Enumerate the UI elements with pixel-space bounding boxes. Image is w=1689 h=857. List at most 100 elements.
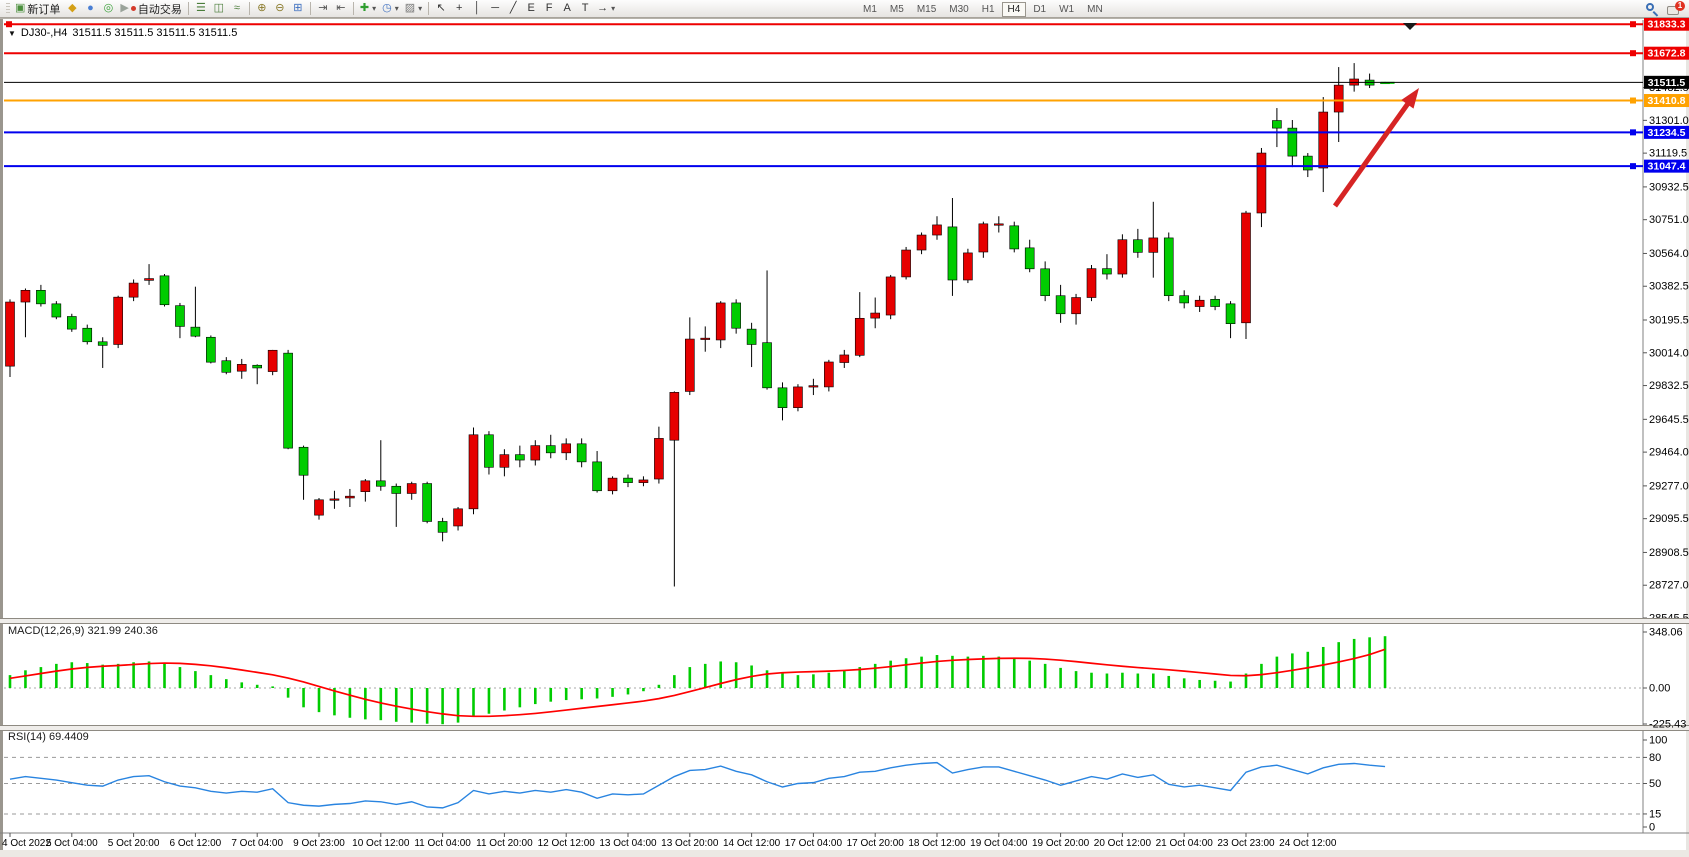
- candlestick-chart-icon: ◫: [213, 2, 225, 14]
- timeframe-m1-button[interactable]: M1: [863, 3, 877, 15]
- chevron-down-icon[interactable]: ▾: [418, 4, 423, 13]
- text-label-icon[interactable]: T: [576, 1, 594, 17]
- chart-shift-marker[interactable]: [1403, 23, 1417, 30]
- new-order-icon: ▣: [15, 2, 26, 14]
- zoom-in-icon[interactable]: ⊕: [253, 1, 271, 17]
- auto-scroll-icon[interactable]: ⇥: [314, 1, 332, 17]
- chevron-down-icon[interactable]: ▾: [394, 4, 399, 13]
- horizontal-line-icon: ─: [491, 2, 500, 14]
- rsi-name: RSI(14): [8, 731, 46, 743]
- svg-text:31301.0: 31301.0: [1649, 115, 1689, 127]
- crosshair-icon[interactable]: +: [450, 1, 468, 17]
- timeframe-m15-button[interactable]: M15: [916, 3, 937, 15]
- new-order-button[interactable]: ▣ 新订单: [12, 1, 63, 17]
- timeframe-mn-button[interactable]: MN: [1087, 3, 1103, 15]
- indicators-icon: ✚: [359, 2, 370, 14]
- panel-divider[interactable]: [0, 725, 1689, 731]
- zoom-out-icon: ⊖: [275, 2, 285, 14]
- hline-anchor[interactable]: [1630, 129, 1636, 136]
- hline-anchor[interactable]: [1630, 21, 1636, 28]
- timeframe-m30-button[interactable]: M30: [949, 3, 969, 15]
- text-icon: A: [563, 2, 571, 14]
- svg-text:100: 100: [1649, 735, 1667, 747]
- new-order-button-label: 新订单: [27, 3, 61, 16]
- hline-31511.5[interactable]: 31511.5: [4, 75, 1689, 89]
- horizontal-line-icon[interactable]: ─: [486, 1, 504, 17]
- hline-anchor[interactable]: [1630, 163, 1636, 170]
- chevron-down-icon[interactable]: ▾: [372, 4, 377, 13]
- svg-text:6 Oct 12:00: 6 Oct 12:00: [170, 838, 222, 849]
- chevron-down-icon[interactable]: ▾: [611, 4, 616, 13]
- svg-text:28727.0: 28727.0: [1649, 580, 1689, 592]
- templates-icon[interactable]: ▨ ▾: [402, 1, 425, 17]
- hline-31833.3[interactable]: 31833.3: [4, 17, 1689, 31]
- text-icon[interactable]: A: [558, 1, 576, 17]
- gold-gem-icon: ◆: [68, 2, 77, 14]
- arrows-icon[interactable]: → ▾: [594, 1, 618, 17]
- hline-31047.4[interactable]: 31047.4: [4, 159, 1689, 173]
- profile-icon[interactable]: ●: [81, 1, 99, 17]
- line-chart-icon[interactable]: ≈: [228, 1, 246, 17]
- chart-shift-icon[interactable]: ⇤: [332, 1, 350, 17]
- periods-icon[interactable]: ◷ ▾: [379, 1, 402, 17]
- window-left-border: [0, 18, 3, 857]
- macd-panel: 348.06 0.00 -225.43: [4, 626, 1686, 731]
- auto-scroll-icon: ⇥: [318, 2, 328, 14]
- hline-anchor[interactable]: [6, 21, 12, 28]
- gold-gem-icon[interactable]: ◆: [63, 1, 81, 17]
- svg-text:29277.0: 29277.0: [1649, 480, 1689, 492]
- zoom-out-icon[interactable]: ⊖: [271, 1, 289, 17]
- svg-text:30751.0: 30751.0: [1649, 214, 1689, 226]
- vertical-line-icon[interactable]: │: [468, 1, 486, 17]
- profile-icon: ●: [87, 2, 94, 14]
- equidistant-channel-icon: E: [527, 2, 535, 14]
- crosshair-icon: +: [455, 2, 463, 14]
- timeframe-h1-button[interactable]: H1: [981, 3, 995, 15]
- svg-text:31119.5: 31119.5: [1649, 148, 1687, 160]
- status-strip: [0, 850, 1689, 857]
- templates-icon: ▨: [404, 2, 416, 14]
- hline-31672.8[interactable]: 31672.8: [4, 46, 1689, 60]
- hline-anchor[interactable]: [1630, 97, 1636, 104]
- svg-text:31833.3: 31833.3: [1648, 19, 1686, 31]
- svg-text:80: 80: [1649, 752, 1661, 764]
- macd-signal-line: [9, 648, 1386, 718]
- svg-text:348.06: 348.06: [1649, 626, 1683, 638]
- tile-windows-icon[interactable]: ⊞: [289, 1, 307, 17]
- panel-divider[interactable]: [0, 618, 1689, 624]
- hline-31410.8[interactable]: 31410.8: [4, 94, 1689, 108]
- svg-text:0.00: 0.00: [1649, 683, 1670, 695]
- search-icon[interactable]: [1646, 2, 1659, 17]
- cursor-icon[interactable]: ↖: [432, 1, 450, 17]
- toolbar-right-icons: 1: [1646, 0, 1685, 18]
- arrow-annotation[interactable]: [1332, 88, 1419, 208]
- line-chart-icon: ≈: [233, 2, 240, 14]
- fibonacci-icon[interactable]: F: [540, 1, 558, 17]
- candlestick-chart-icon[interactable]: ◫: [210, 1, 228, 17]
- svg-text:31410.8: 31410.8: [1648, 95, 1686, 107]
- symbol-dropdown-icon[interactable]: ▼: [8, 28, 16, 38]
- trendline-icon[interactable]: ╱: [504, 1, 522, 17]
- svg-text:30564.0: 30564.0: [1649, 248, 1689, 260]
- macd-signal-value: 240.36: [124, 625, 158, 637]
- equidistant-channel-icon[interactable]: E: [522, 1, 540, 17]
- timeframe-m5-button[interactable]: M5: [889, 3, 904, 15]
- timeframe-w1-button[interactable]: W1: [1059, 3, 1075, 15]
- notifications-icon[interactable]: 1: [1667, 0, 1685, 16]
- hline-31234.5[interactable]: 31234.5: [4, 125, 1689, 139]
- timeframe-d1-button[interactable]: D1: [1033, 3, 1047, 15]
- auto-trading-button[interactable]: ▶ 自动交易: [117, 1, 184, 17]
- indicators-icon[interactable]: ✚ ▾: [357, 1, 379, 17]
- svg-text:31234.5: 31234.5: [1648, 127, 1686, 139]
- hline-anchor[interactable]: [1630, 50, 1636, 57]
- svg-text:21 Oct 04:00: 21 Oct 04:00: [1156, 838, 1214, 849]
- signal-icon[interactable]: ◎: [99, 1, 117, 17]
- search-ring: [1646, 2, 1654, 11]
- timeframe-h4-button[interactable]: H4: [1001, 1, 1027, 17]
- bar-chart-icon[interactable]: ☰: [192, 1, 210, 17]
- toolbar-grip: [6, 2, 10, 15]
- svg-text:19 Oct 20:00: 19 Oct 20:00: [1032, 838, 1090, 849]
- svg-text:13 Oct 04:00: 13 Oct 04:00: [599, 838, 657, 849]
